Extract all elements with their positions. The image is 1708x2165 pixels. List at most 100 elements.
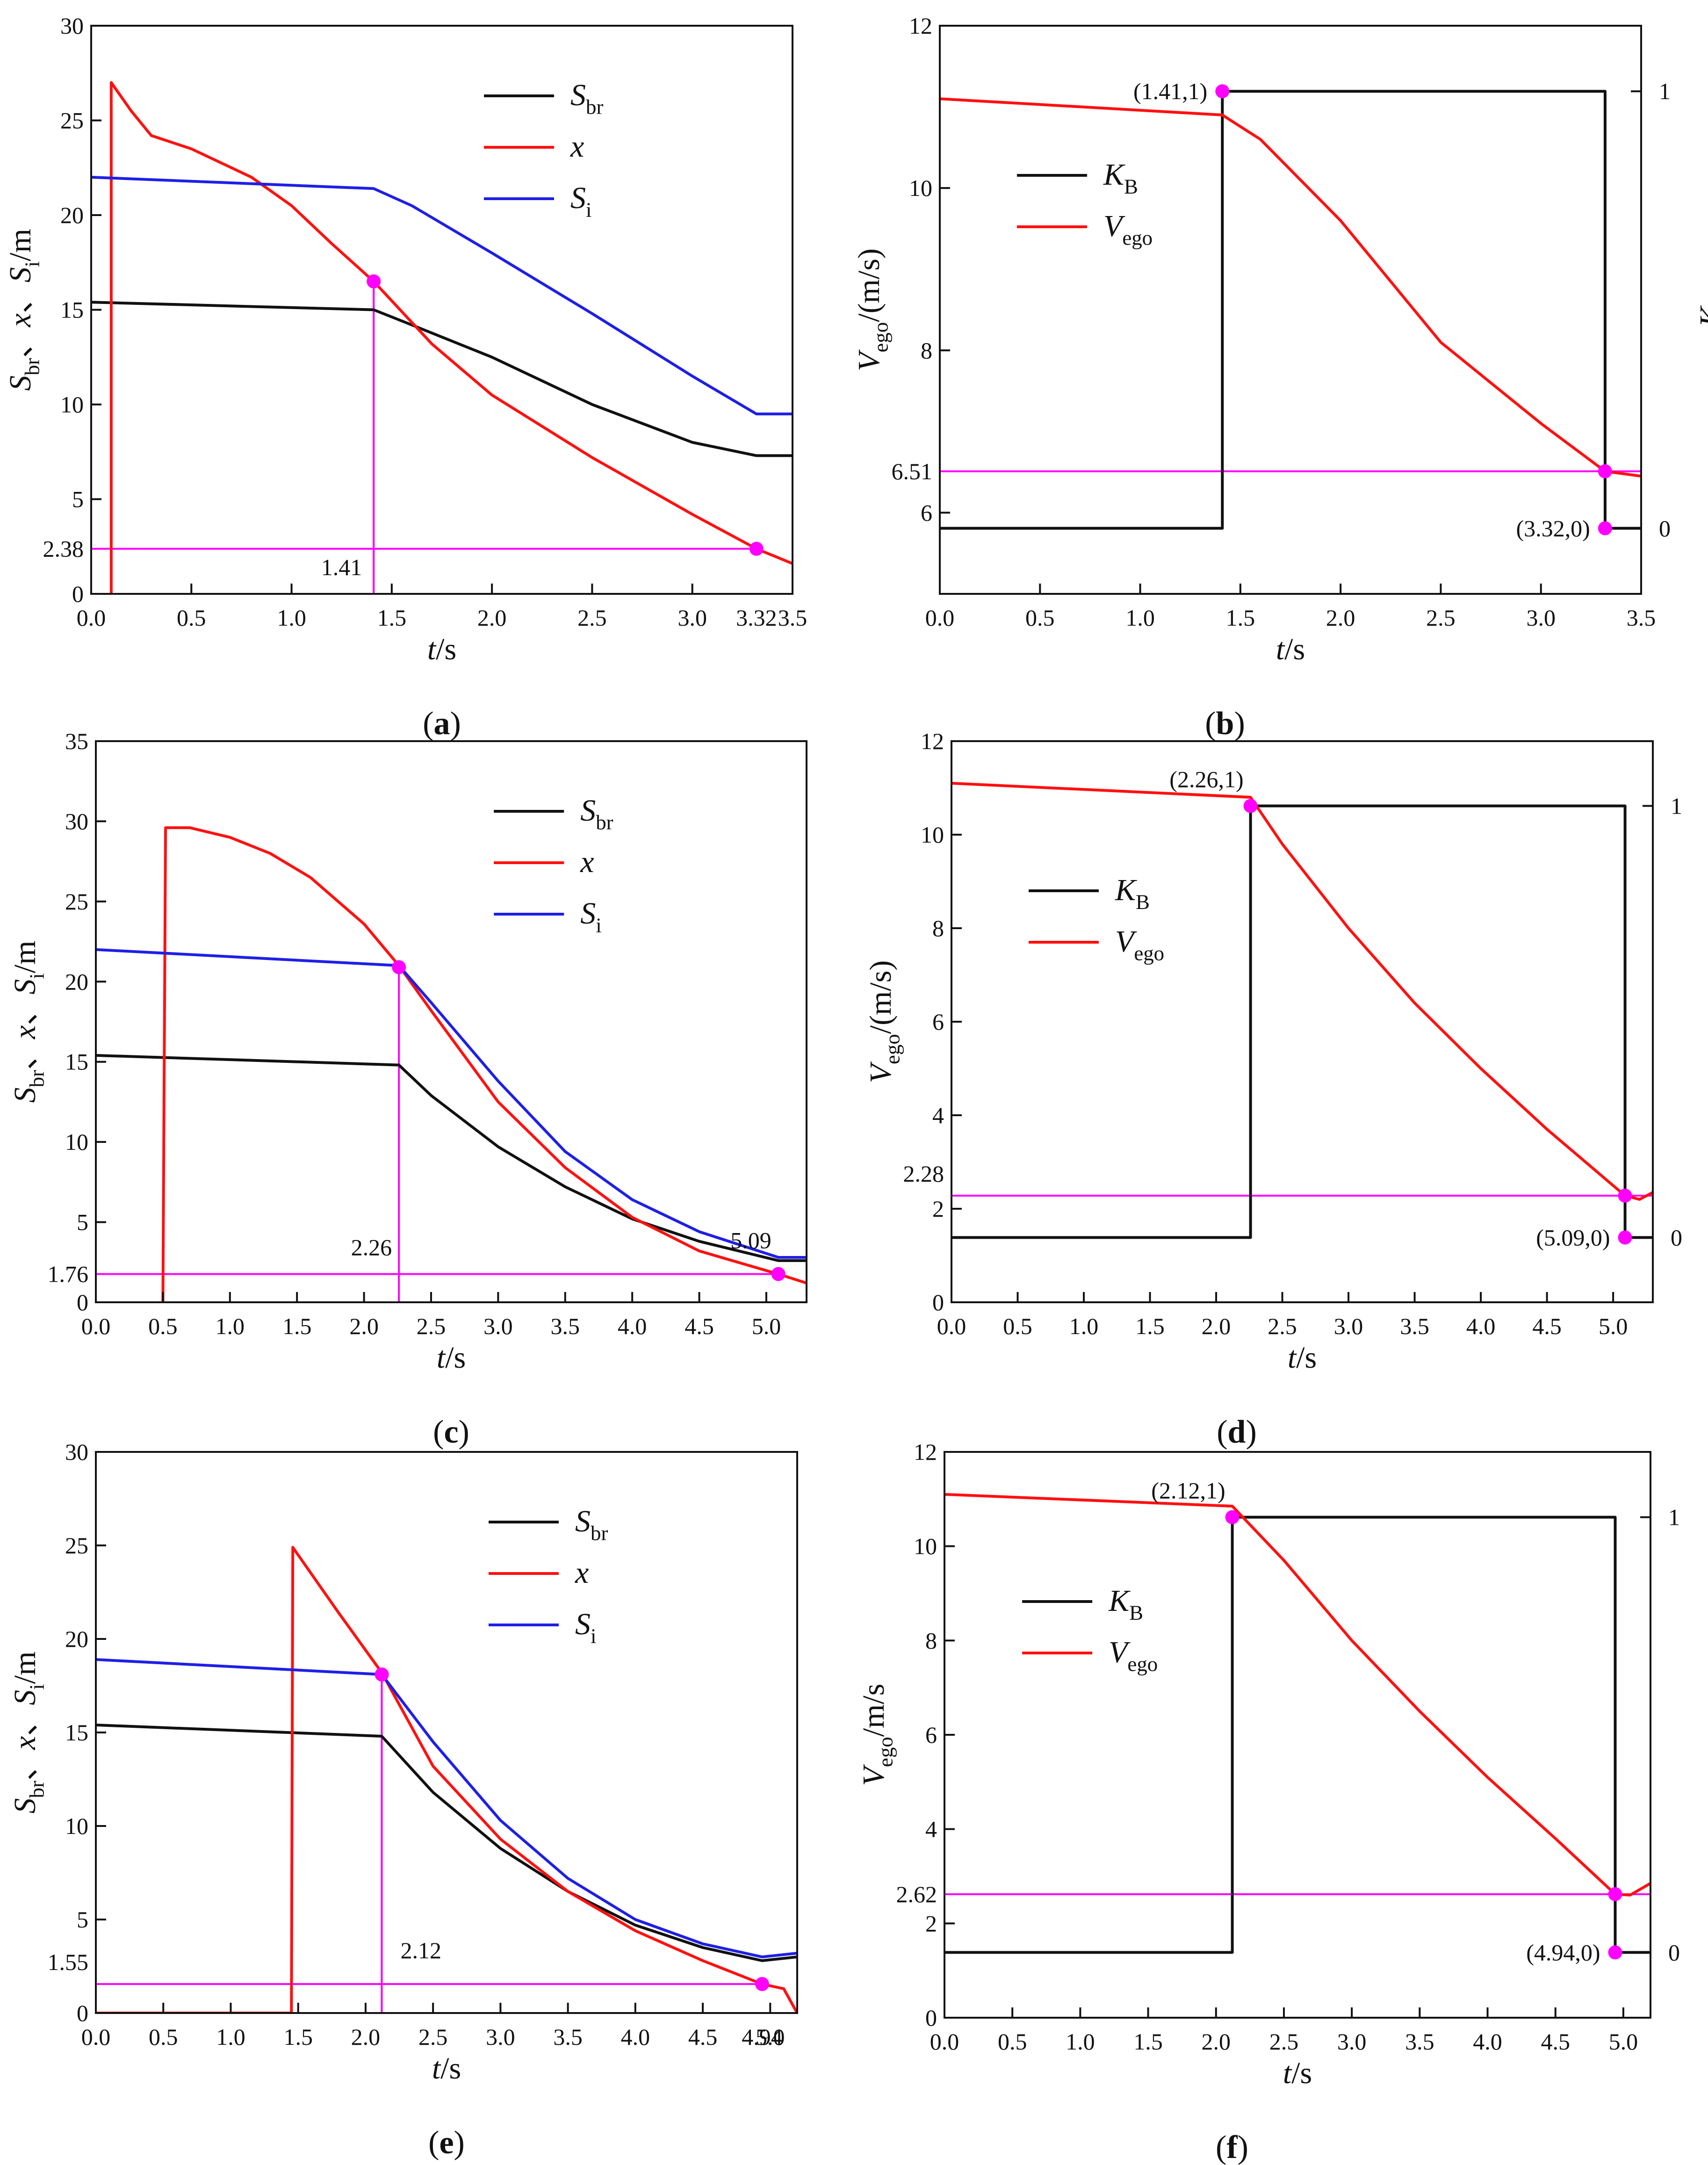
plot-frame	[90, 25, 793, 595]
y2-tick-label: 0	[1668, 1939, 1680, 1965]
x-tick-label: 0.5	[1025, 605, 1055, 631]
legend-label: Vego	[1103, 209, 1153, 249]
series-line-Si	[91, 176, 793, 416]
series-line-Sbr	[96, 1724, 797, 1962]
x-tick-label: 0.5	[177, 605, 206, 631]
x-tick-label: 3.0	[677, 605, 707, 631]
x-tick-label: 1.5	[1135, 1313, 1165, 1339]
legend-label: Si	[575, 1607, 596, 1647]
x-axis-label: t/s	[1283, 2056, 1312, 2090]
highlight-marker	[749, 541, 764, 556]
series-line-Sbr	[96, 1054, 807, 1262]
annotation-label: (2.12,1)	[1151, 1478, 1225, 1504]
x-tick-label: 4.5	[688, 2024, 718, 2050]
y-tick-label: 12	[909, 13, 932, 39]
x-tick-label: 2.0	[477, 605, 507, 631]
y-tick-label: 0	[925, 2005, 937, 2031]
y2-axis-label: KB	[1703, 1718, 1708, 1753]
x-tick-label: 5.0	[756, 2024, 785, 2050]
y-tick-label: 6	[925, 1722, 937, 1748]
x-tick-label: 4.0	[621, 2024, 650, 2050]
x-tick-label: 2.0	[351, 2024, 381, 2050]
x-tick-label: 1.0	[216, 2024, 245, 2050]
highlight-marker	[755, 1977, 769, 1991]
annotation-label: 2.12	[401, 1937, 442, 1963]
panel-label: (a)	[423, 706, 461, 742]
highlight-marker	[1618, 1189, 1632, 1203]
x-tick-label: 4.5	[685, 1313, 714, 1339]
y2-tick-label: 1	[1668, 1504, 1680, 1530]
annotation-label: (2.26,1)	[1169, 766, 1243, 792]
y-tick-label: 6	[932, 1009, 944, 1035]
annotation-label: 3.32	[736, 605, 777, 631]
series-line-KB	[940, 90, 1641, 530]
panel-label: (d)	[1217, 1414, 1257, 1450]
x-tick-label: 4.0	[1473, 2028, 1502, 2055]
legend-label: x	[570, 130, 584, 164]
x-tick-label: 0.5	[1003, 1313, 1032, 1339]
x-tick-label: 1.5	[1133, 2028, 1163, 2055]
x-tick-label: 3.0	[483, 1313, 513, 1339]
legend-label: KB	[1115, 873, 1150, 913]
x-tick-label: 2.5	[1268, 1313, 1297, 1339]
annotation-label: 2.62	[896, 1881, 937, 1907]
x-tick-label: 0.5	[149, 2024, 178, 2050]
series-line-Vego	[951, 782, 1653, 1201]
annotation-label: (1.41,1)	[1133, 78, 1207, 104]
series-line-Vego	[940, 97, 1641, 478]
x-tick-label: 0.0	[925, 605, 955, 631]
y-tick-label: 25	[65, 888, 88, 915]
annotation-label: 2.28	[903, 1161, 944, 1187]
x-tick-label: 2.5	[417, 1313, 446, 1339]
x-tick-label: 4.5	[1532, 1313, 1562, 1339]
annotation-label: 2.26	[351, 1234, 392, 1261]
x-tick-label: 1.0	[277, 605, 306, 631]
x-tick-label: 0.0	[930, 2028, 959, 2055]
x-tick-label: 3.0	[1526, 605, 1556, 631]
y-tick-label: 15	[65, 1049, 88, 1075]
y-tick-label: 5	[72, 486, 84, 512]
x-axis-label: t/s	[437, 1341, 466, 1375]
x-tick-label: 2.5	[1426, 605, 1456, 631]
chart-panel-4: 0.0 0.5 1.0 1.5 2.0 2.5 3.0 3.5 4.0 4.5 5.00246810…	[864, 728, 1708, 1450]
y-axis-label: Vego/(m/s)	[864, 960, 904, 1083]
y-tick-label: 0	[932, 1289, 944, 1315]
series-line-Vego	[944, 1493, 1650, 1897]
y-axis-label: Sbr、x、Si/m	[3, 229, 43, 391]
panel-label: (e)	[428, 2125, 465, 2161]
x-tick-label: 3.5	[778, 605, 807, 631]
y-tick-label: 30	[65, 808, 88, 834]
chart-panel-1: 0.0 0.5 1.0 1.5 2.0 2.5 3.0 3.5 0 5 10 15 20 25 30 t/s S…	[3, 13, 807, 742]
chart-panel-6: 0.0 0.5 1.0 1.5 2.0 2.5 3.0 3.5 4.0 4.5 5.00246810…	[857, 1439, 1708, 2165]
highlight-marker	[392, 960, 406, 974]
highlight-marker	[1618, 1230, 1632, 1245]
x-tick-label: 1.0	[1066, 2028, 1095, 2055]
highlight-marker	[771, 1267, 786, 1281]
x-tick-label: 2.5	[577, 605, 607, 631]
panel-label: (f)	[1216, 2129, 1248, 2165]
y-axis-label: Sbr、x、Si/m	[8, 941, 48, 1103]
chart-panel-2: 0.0 0.5 1.0 1.5 2.0 2.5 3.0 3.5 6 8 10 12 0 1 KB t/s Veg…	[852, 13, 1708, 742]
x-tick-label: 1.0	[216, 1313, 245, 1339]
annotation-label: 4.94	[742, 2024, 783, 2050]
x-tick-label: 0.0	[937, 1313, 966, 1339]
y-tick-label: 8	[925, 1627, 937, 1653]
x-tick-label: 1.5	[1226, 605, 1255, 631]
y-tick-label: 10	[65, 1129, 88, 1155]
plot-frame	[951, 740, 1654, 1303]
annotation-label: 1.55	[48, 1949, 89, 1975]
x-tick-label: 0.0	[77, 605, 106, 631]
y-tick-label: 0	[77, 2000, 88, 2026]
series-line-x	[109, 81, 793, 594]
y-axis-label: Vego/(m/s)	[852, 248, 892, 371]
highlight-marker	[1243, 799, 1258, 813]
y2-tick-label: 0	[1659, 515, 1671, 541]
y2-tick-label: 0	[1671, 1225, 1682, 1251]
highlight-marker	[1215, 84, 1230, 99]
y-tick-label: 30	[65, 1439, 88, 1465]
annotation-label: (5.09,0)	[1536, 1225, 1610, 1251]
y-tick-label: 20	[65, 1626, 88, 1652]
x-tick-label: 0.0	[81, 1313, 111, 1339]
y-axis-label: Sbr、x、Si/m	[8, 1652, 48, 1814]
